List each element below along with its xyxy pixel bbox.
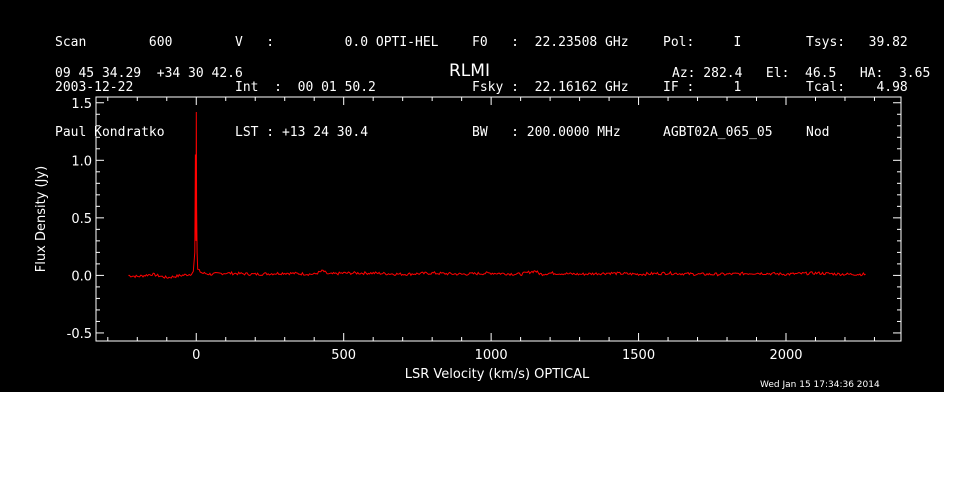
velocity-readout: V : 0.0 OPTI-HEL: [235, 35, 439, 50]
y-tick-label: 1.5: [71, 97, 92, 112]
if-number: IF : 1: [663, 80, 742, 95]
header-col5: Tsys: 39.82 Tcal: 4.98 Nod: [806, 5, 908, 170]
x-tick-label: 2000: [769, 348, 802, 363]
y-tick-label: 0.5: [71, 212, 92, 227]
header-col3: F0 : 22.23508 GHz Fsky : 22.16162 GHz BW…: [472, 5, 629, 170]
tcal-readout: Tcal: 4.98: [806, 80, 908, 95]
series-group: [128, 111, 866, 279]
header-col2: V : 0.0 OPTI-HEL Int : 00 01 50.2 LST : …: [235, 5, 439, 170]
spectrum-line: [128, 111, 866, 279]
az-el-ha-readout: Az: 282.4 El: 46.5 HA: 3.65: [672, 66, 931, 81]
integration-time: Int : 00 01 50.2: [235, 80, 376, 95]
x-tick-label: 0: [192, 348, 200, 363]
sky-frequency: Fsky : 22.16162 GHz: [472, 80, 629, 95]
switching-mode: Nod: [806, 125, 830, 140]
footer-timestamp: Wed Jan 15 17:34:36 2014: [760, 380, 880, 390]
source-coordinates: 09 45 34.29 +34 30 42.6: [55, 66, 243, 81]
observation-date: 2003-12-22: [55, 80, 134, 95]
tsys-readout: Tsys: 39.82: [806, 35, 908, 50]
project-id: AGBT02A_065_05: [663, 125, 773, 140]
x-axis-label: LSR Velocity (km/s) OPTICAL: [405, 367, 590, 382]
x-tick-label: 1000: [475, 348, 508, 363]
y-tick-label: -0.5: [67, 327, 92, 342]
plot-window: Scan 600 2003-12-22 Paul Kondratko V : 0…: [0, 0, 944, 392]
rest-frequency: F0 : 22.23508 GHz: [472, 35, 629, 50]
bandwidth: BW : 200.0000 MHz: [472, 125, 621, 140]
x-tick-label: 500: [331, 348, 356, 363]
source-name: RLMI: [449, 61, 490, 81]
header-col4: Pol: I IF : 1 AGBT02A_065_05: [663, 5, 773, 170]
header-col1: Scan 600 2003-12-22 Paul Kondratko: [55, 5, 172, 170]
scan-number: Scan 600: [55, 35, 173, 50]
x-tick-label: 1500: [622, 348, 655, 363]
axis-ticks: 0 500 1000 1500 2000 -0.5 0.0 0.5 1.0 1.5: [67, 97, 901, 363]
polarization: Pol: I: [663, 35, 742, 50]
y-tick-label: 0.0: [71, 269, 92, 284]
y-tick-label: 1.0: [71, 154, 92, 169]
y-axis-label: Flux Density (Jy): [34, 166, 49, 272]
lst-readout: LST : +13 24 30.4: [235, 125, 369, 140]
spectrum-plot: 0 500 1000 1500 2000 -0.5 0.0 0.5 1.0 1.5 LSR Vel…: [34, 96, 902, 382]
plot-frame: [95, 96, 902, 342]
observer-name: Paul Kondratko: [55, 125, 165, 140]
